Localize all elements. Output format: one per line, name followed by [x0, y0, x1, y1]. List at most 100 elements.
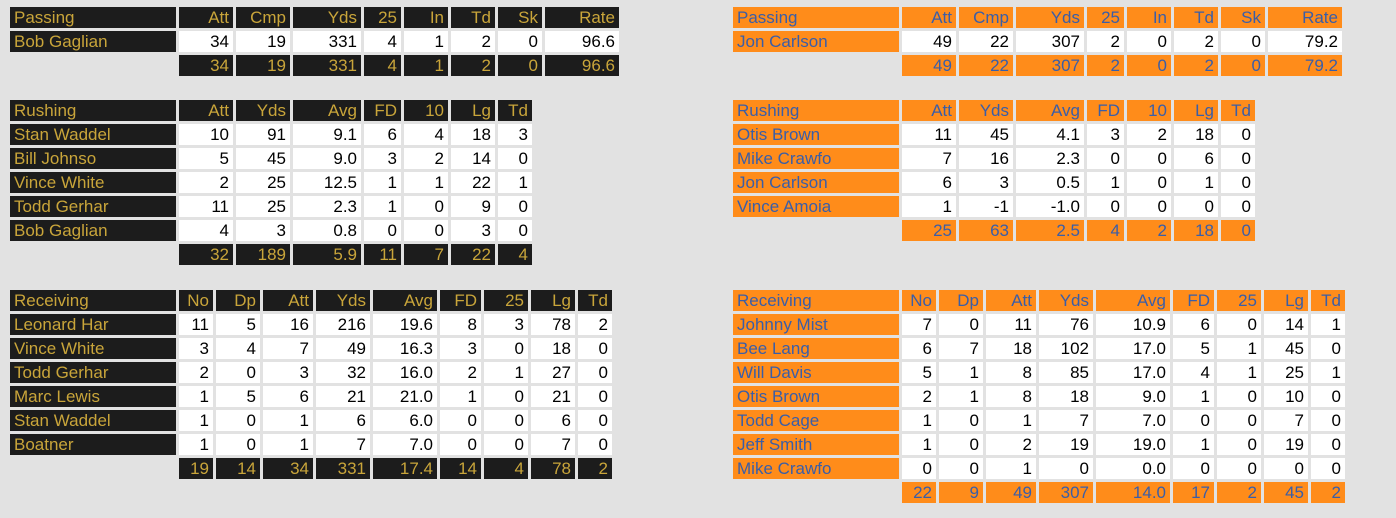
stat-cell: 3 [236, 220, 290, 241]
total-cell: 2 [1087, 55, 1124, 76]
column-header: Att [986, 290, 1036, 311]
totals-spacer [733, 220, 899, 241]
stat-cell: 18 [1039, 386, 1093, 407]
table-row: Marc Lewis 1 5 6 21 21.0 1 0 21 0 [10, 386, 612, 407]
stat-cell: 2 [1127, 124, 1171, 145]
stat-cell: 1 [1087, 172, 1124, 193]
stat-cell: 0 [1127, 196, 1171, 217]
stat-cell: 0.8 [293, 220, 361, 241]
player-name: Todd Gerhar [10, 196, 176, 217]
total-cell: 0 [498, 55, 542, 76]
stat-cell: 34 [179, 31, 233, 52]
stat-cell: 0 [484, 386, 528, 407]
stat-cell: 1 [1217, 338, 1261, 359]
stat-cell: 0 [939, 458, 983, 479]
stat-cell: 0 [484, 338, 528, 359]
total-cell: 22 [959, 55, 1013, 76]
player-name: Bob Gaglian [10, 31, 176, 52]
stat-cell: 9 [451, 196, 495, 217]
stat-cell: 2 [1174, 31, 1218, 52]
stat-cell: 1 [939, 386, 983, 407]
stat-cell: 0 [498, 31, 542, 52]
stat-cell: 21 [531, 386, 575, 407]
stat-cell: 0 [939, 314, 983, 335]
total-cell: 0 [1127, 55, 1171, 76]
table-row: Todd Gerhar 11 25 2.3 1 0 9 0 [10, 196, 532, 217]
stat-cell: 0 [484, 434, 528, 455]
stat-cell: 0 [498, 148, 532, 169]
section-title: Receiving [733, 290, 899, 311]
stat-cell: 6 [263, 386, 313, 407]
stat-cell: 25 [1264, 362, 1308, 383]
totals-spacer [10, 244, 176, 265]
table-row: Boatner 1 0 1 7 7.0 0 0 7 0 [10, 434, 612, 455]
total-cell: 7 [404, 244, 448, 265]
column-header: Td [1221, 100, 1255, 121]
total-cell: 2 [578, 458, 612, 479]
player-name: Johnny Mist [733, 314, 899, 335]
totals-spacer [10, 458, 176, 479]
stat-cell: 17.0 [1096, 338, 1170, 359]
stat-cell: 78 [531, 314, 575, 335]
stat-cell: -1 [959, 196, 1013, 217]
stat-cell: 14 [451, 148, 495, 169]
stat-cell: 1 [364, 196, 401, 217]
stat-cell: 11 [986, 314, 1036, 335]
total-cell: 4 [498, 244, 532, 265]
column-header: 10 [404, 100, 448, 121]
table-row: Jon Carlson 49 22 307 2 0 2 0 79.2 [733, 31, 1342, 52]
stat-cell: 27 [531, 362, 575, 383]
totals-row: 32 189 5.9 11 7 22 4 [10, 244, 532, 265]
stat-cell: 9.0 [293, 148, 361, 169]
player-name: Vince Amoia [733, 196, 899, 217]
total-cell: 79.2 [1268, 55, 1342, 76]
column-header: Sk [1221, 7, 1265, 28]
player-name: Mike Crawfo [733, 148, 899, 169]
player-name: Boatner [10, 434, 176, 455]
column-header: Yds [1039, 290, 1093, 311]
stat-cell: 32 [316, 362, 370, 383]
stat-cell: 5 [1173, 338, 1214, 359]
stat-cell: 7 [1264, 410, 1308, 431]
column-header: 25 [1087, 7, 1124, 28]
stat-cell: 0 [1221, 172, 1255, 193]
stat-cell: 307 [1016, 31, 1084, 52]
stat-cell: 1 [404, 31, 448, 52]
total-cell: 4 [1087, 220, 1124, 241]
total-cell: 49 [986, 482, 1036, 503]
stat-cell: 0 [578, 386, 612, 407]
stat-cell: 0 [1311, 410, 1345, 431]
table-row: Bill Johnso 5 45 9.0 3 2 14 0 [10, 148, 532, 169]
player-name: Bee Lang [733, 338, 899, 359]
stat-cell: 2 [1087, 31, 1124, 52]
stat-cell: 0 [404, 220, 448, 241]
table-row: Mike Crawfo 0 0 1 0 0.0 0 0 0 0 [733, 458, 1345, 479]
stat-cell: 0 [498, 196, 532, 217]
column-header: Td [1174, 7, 1218, 28]
stat-cell: 0 [939, 410, 983, 431]
total-cell: 2.5 [1016, 220, 1084, 241]
column-header: Att [179, 100, 233, 121]
table-header-row: Receiving No Dp Att Yds Avg FD 25 Lg Td [733, 290, 1345, 311]
stat-cell: 1 [986, 410, 1036, 431]
column-header: 25 [1217, 290, 1261, 311]
column-header: Lg [531, 290, 575, 311]
stat-cell: 1 [440, 386, 481, 407]
column-header: Sk [498, 7, 542, 28]
away-rushing-table: Rushing Att Yds Avg FD 10 Lg Td Otis Bro… [730, 97, 1258, 244]
player-name: Jon Carlson [733, 172, 899, 193]
stat-cell: 3 [364, 148, 401, 169]
stat-cell: 49 [902, 31, 956, 52]
stat-cell: 7 [531, 434, 575, 455]
table-row: Todd Cage 1 0 1 7 7.0 0 0 7 0 [733, 410, 1345, 431]
stat-cell: 1 [1173, 386, 1214, 407]
stat-cell: 8 [986, 362, 1036, 383]
stat-cell: 10 [179, 124, 233, 145]
stat-cell: 0 [1127, 172, 1171, 193]
total-cell: 307 [1016, 55, 1084, 76]
stat-cell: 102 [1039, 338, 1093, 359]
table-body: Bob Gaglian 34 19 331 4 1 2 0 96.6 34 19 331 4 1 2 0 96.… [10, 31, 619, 76]
stat-cell: 25 [236, 196, 290, 217]
stat-cell: 1 [179, 434, 213, 455]
